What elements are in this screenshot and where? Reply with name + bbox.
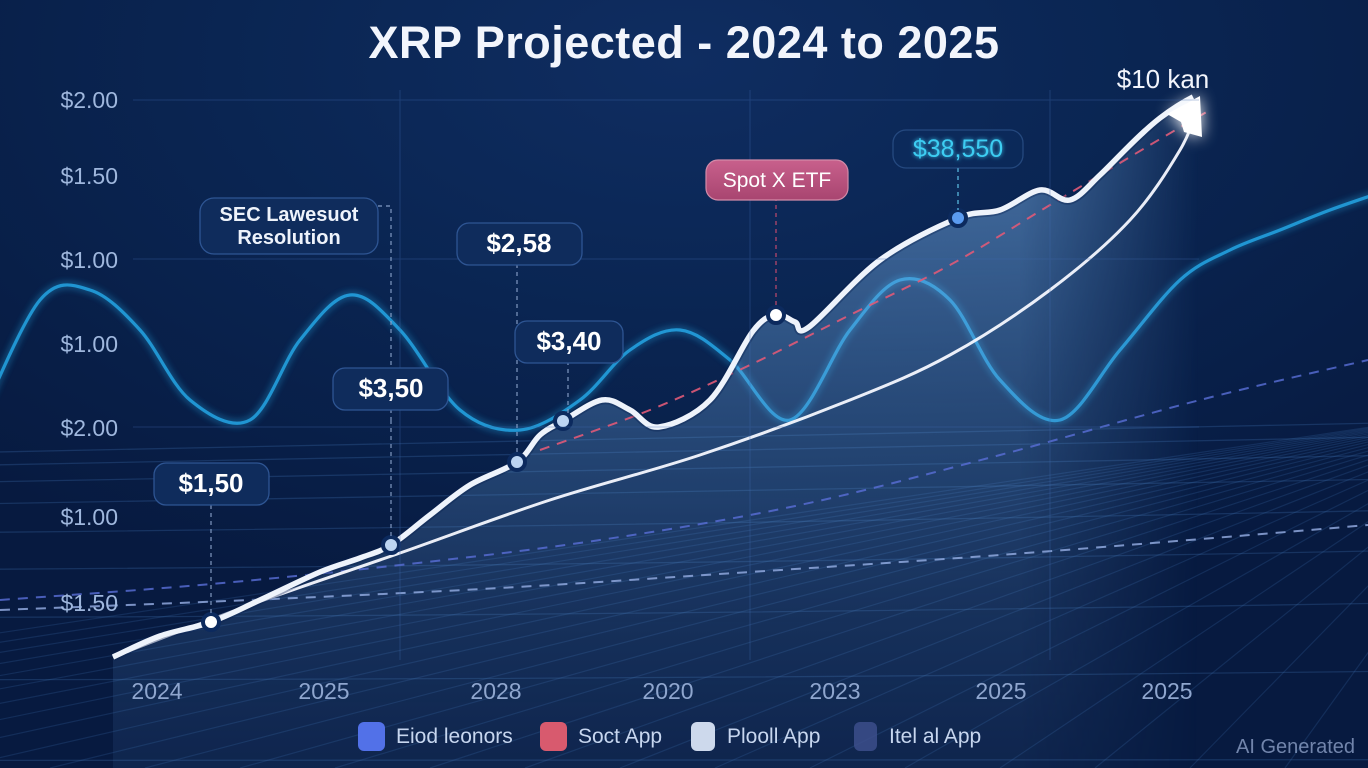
svg-text:$1,50: $1,50 <box>178 468 243 498</box>
svg-text:$2.00: $2.00 <box>60 87 118 113</box>
svg-text:2025: 2025 <box>1141 678 1192 704</box>
svg-text:$1.00: $1.00 <box>60 247 118 273</box>
svg-text:$2.00: $2.00 <box>60 415 118 441</box>
svg-text:$3,40: $3,40 <box>536 326 601 356</box>
svg-text:XRP Projected - 2024 to 2025: XRP Projected - 2024 to 2025 <box>369 17 1000 68</box>
svg-text:2028: 2028 <box>470 678 521 704</box>
svg-text:AI Generated: AI Generated <box>1236 736 1355 758</box>
svg-text:Plooll App: Plooll App <box>727 725 820 748</box>
svg-text:2024: 2024 <box>131 678 182 704</box>
svg-text:2020: 2020 <box>642 678 693 704</box>
svg-text:$1.00: $1.00 <box>60 504 118 530</box>
svg-text:Spot X ETF: Spot X ETF <box>723 169 832 192</box>
svg-text:2025: 2025 <box>298 678 349 704</box>
svg-text:$38,550: $38,550 <box>913 135 1003 163</box>
svg-text:Resolution: Resolution <box>237 227 340 249</box>
svg-text:Itel al App: Itel al App <box>889 725 981 748</box>
svg-text:$10 kan: $10 kan <box>1117 64 1210 94</box>
svg-text:Soct App: Soct App <box>578 725 662 748</box>
svg-text:2023: 2023 <box>809 678 860 704</box>
svg-text:SEC Lawesuot: SEC Lawesuot <box>220 204 359 226</box>
svg-text:$1.50: $1.50 <box>60 590 118 616</box>
svg-text:2025: 2025 <box>975 678 1026 704</box>
svg-text:$1.00: $1.00 <box>60 331 118 357</box>
svg-text:$2,58: $2,58 <box>486 228 551 258</box>
svg-text:$1.50: $1.50 <box>60 163 118 189</box>
svg-text:Eiod leonors: Eiod leonors <box>396 725 513 748</box>
svg-text:$3,50: $3,50 <box>358 373 423 403</box>
